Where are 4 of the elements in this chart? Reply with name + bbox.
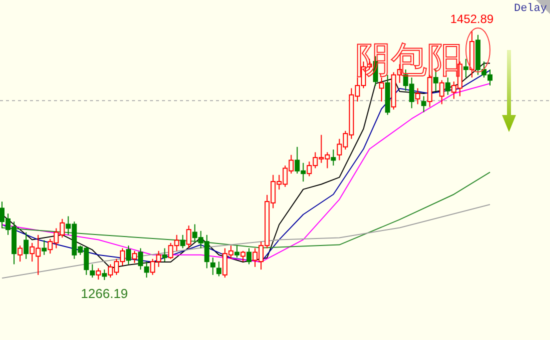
annotation: 1452.89 — [450, 12, 494, 26]
annotation: 1266.19 — [80, 286, 128, 301]
annotation: 阴包阳 — [355, 40, 463, 80]
text: Delay — [514, 3, 548, 15]
